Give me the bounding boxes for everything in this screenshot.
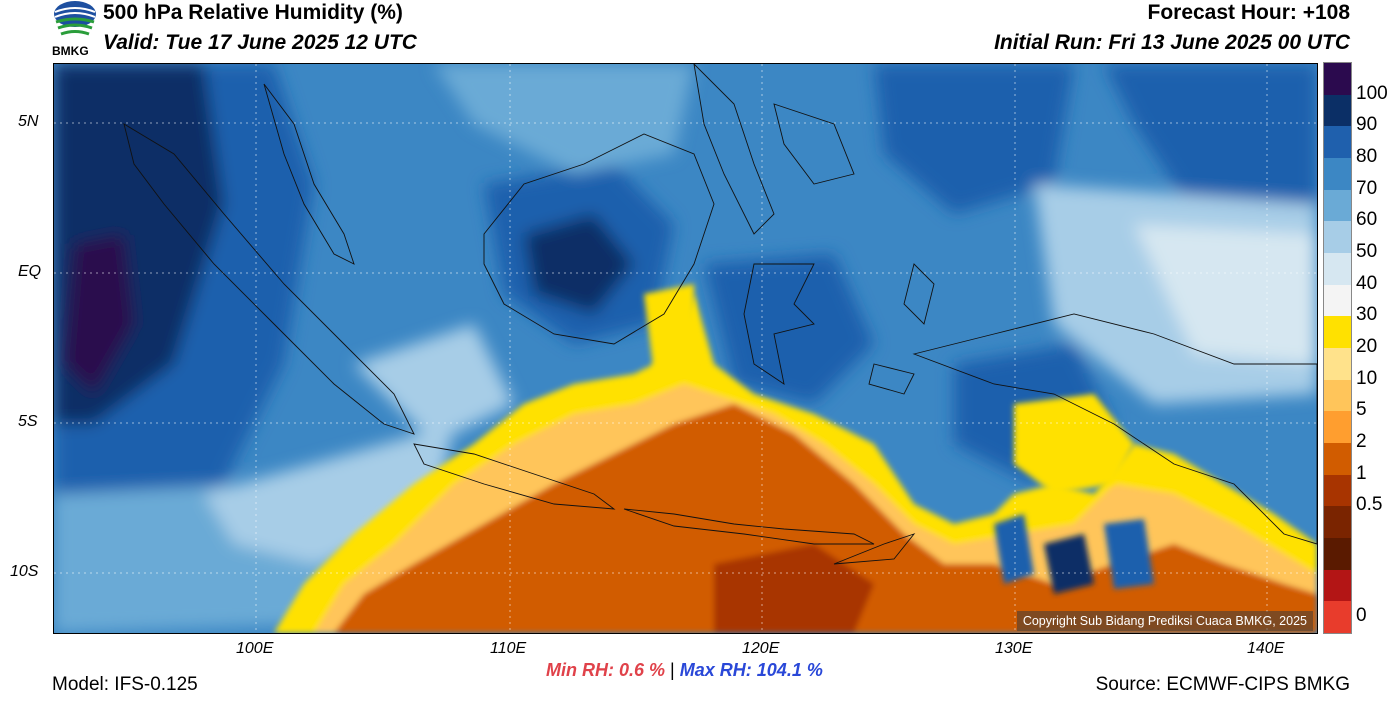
colorbar-segment [1324,189,1351,222]
colorbar-segment [1324,411,1351,444]
colorbar-segment [1324,126,1351,159]
humidity-map: Copyright Sub Bidang Prediksi Cuaca BMKG… [53,63,1318,634]
lon-label-100e: 100E [236,640,274,657]
colorbar-segment [1324,94,1351,127]
colorbar-label: 30 [1356,304,1378,326]
colorbar-segment [1324,158,1351,191]
lat-label-10s: 10S [10,563,39,580]
colorbar-label: 5 [1356,399,1367,421]
colorbar [1323,62,1352,634]
colorbar-label: 100 [1356,82,1388,104]
colorbar-label: 50 [1356,241,1378,262]
logo-text: BMKG [52,44,89,58]
colorbar-label: 90 [1356,114,1378,136]
colorbar-label: 80 [1356,146,1378,167]
colorbar-segment [1324,284,1351,317]
bmkg-logo [52,0,98,60]
source-label: Source: ECMWF-CIPS BMKG [1095,674,1350,695]
colorbar-segment [1324,569,1351,602]
lat-label-5n: 5N [18,113,39,130]
colorbar-label: 1 [1356,462,1367,484]
lat-label-5s: 5S [18,413,38,430]
colorbar-segment [1324,443,1351,476]
lon-label-140e: 140E [1247,640,1285,657]
colorbar-label: 0.5 [1356,494,1383,516]
colorbar-label: 20 [1356,336,1378,357]
colorbar-segment [1324,63,1351,96]
colorbar-segment [1324,538,1351,571]
lon-label-110e: 110E [490,640,527,657]
colorbar-label: 60 [1356,209,1378,231]
colorbar-label: 0 [1356,605,1367,627]
colorbar-label: 40 [1356,272,1378,294]
min-rh-label: Min RH: [546,660,614,680]
copyright-notice: Copyright Sub Bidang Prediksi Cuaca BMKG… [1016,611,1313,631]
max-rh-value: 104.1 % [756,660,823,680]
max-rh-label: Max RH: [679,660,752,680]
forecast-hour: Forecast Hour: +108 [1147,1,1351,24]
lat-label-eq: EQ [18,263,42,280]
colorbar-segment [1324,601,1351,634]
colorbar-segment [1324,348,1351,381]
colorbar-segment [1324,253,1351,286]
lon-label-120e: 120E [742,640,780,657]
colorbar-label: 70 [1356,177,1378,199]
colorbar-segment [1324,379,1351,412]
colorbar-segment [1324,474,1351,507]
colorbar-label: 10 [1356,367,1378,389]
model-label: Model: IFS-0.125 [52,674,198,695]
lon-label-130e: 130E [995,640,1033,657]
page-title: 500 hPa Relative Humidity (%) [103,1,403,24]
rh-separator: | [670,660,675,680]
initial-run: Initial Run: Fri 13 June 2025 00 UTC [994,31,1350,54]
colorbar-segment [1324,316,1351,349]
colorbar-segment [1324,221,1351,254]
valid-time: Valid: Tue 17 June 2025 12 UTC [103,31,417,54]
min-rh-value: 0.6 % [619,660,666,680]
colorbar-label: 2 [1356,431,1367,452]
colorbar-segment [1324,506,1351,539]
